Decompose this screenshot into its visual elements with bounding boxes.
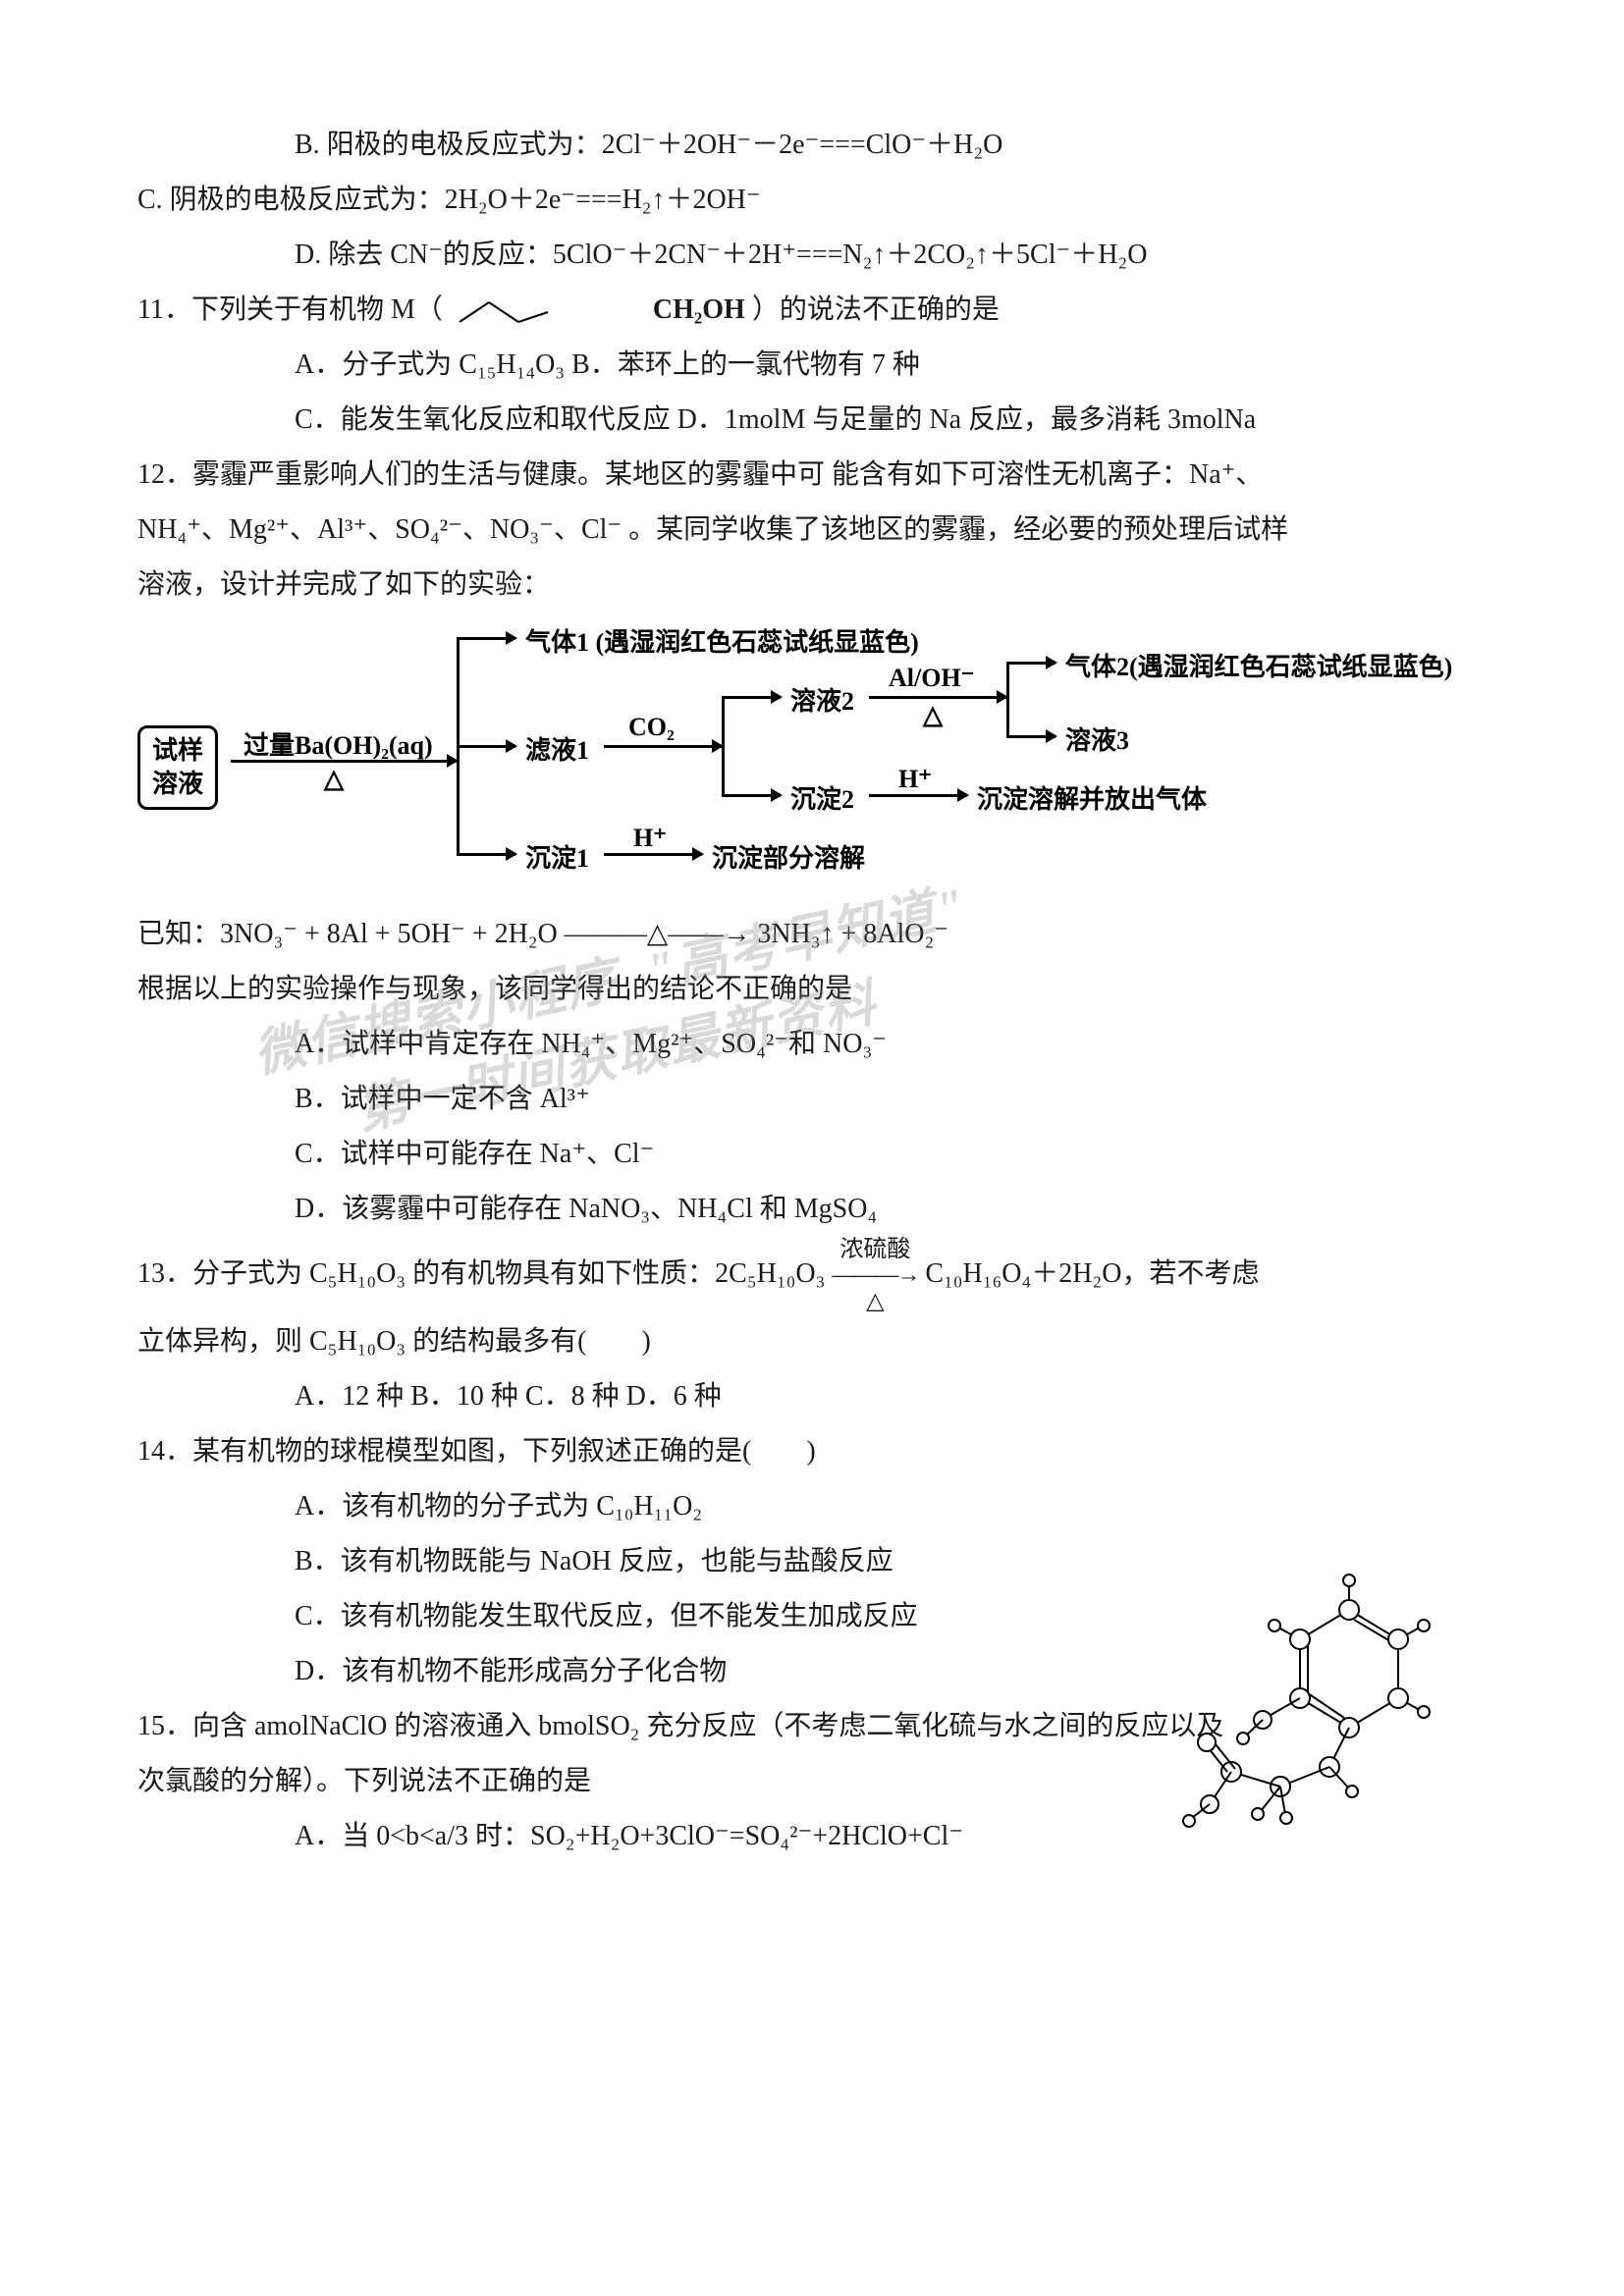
diagram-vsplit3 [1006, 662, 1009, 735]
diagram-filtrate1: 滤液1 [525, 730, 589, 767]
q11-stem-post: ）的说法不正确的是 [752, 294, 1000, 325]
diagram-dissolve-gas: 沉淀溶解并放出气体 [977, 779, 1207, 816]
diagram-arrow-aloh [869, 696, 1006, 699]
q14-optA: A．该有机物的分子式为 C₁₀H₁₁O₂ [137, 1479, 1487, 1534]
q13-arrow-line: ———→ [832, 1262, 918, 1288]
diagram-gas2: 气体2(遇湿润红色石蕊试纸显蓝色) [1065, 647, 1452, 683]
q11-stem: 11．下列关于有机物 M（ CH₂OH ）的说法不正确的是 [137, 283, 1487, 338]
q12-stem3: 溶液，设计并完成了如下的实验： [137, 558, 1487, 613]
diagram-arrow-gas2 [1006, 662, 1056, 665]
diagram-arrow-sol2 [722, 696, 781, 699]
q12-stem2: NH₄⁺、Mg²⁺、Al³⁺、SO₄²⁻、NO₃⁻、Cl⁻ 。某同学收集了该地区… [137, 503, 1487, 558]
diagram-partial: 沉淀部分溶解 [712, 838, 865, 875]
diagram-aloh-bot: △ [923, 701, 943, 730]
diagram-arrow-h1 [604, 853, 702, 856]
q13-arrow: 浓硫酸 ———→ △ [832, 1237, 918, 1314]
q10-optB: B. 阳极的电极反应式为：2Cl⁻＋2OH⁻－2e⁻===ClO⁻＋H₂O [137, 118, 1487, 173]
q12-optC: C．试样中可能存在 Na⁺、Cl⁻ [137, 1127, 1487, 1182]
q13-arrow-top: 浓硫酸 [832, 1237, 918, 1262]
diagram-arrow-co2 [604, 745, 722, 748]
q13-stem-post: C₁₀H₁₆O₄＋2H₂O，若不考虑 [925, 1258, 1259, 1289]
diagram-arrow-h2 [869, 794, 967, 797]
q10-optD: D. 除去 CN⁻的反应：5ClO⁻＋2CN⁻＋2H⁺===N₂↑＋2CO₂↑＋… [137, 228, 1487, 283]
diagram-h2: H⁺ [898, 765, 932, 794]
q12-known: 已知：3NO₃⁻ + 8Al + 5OH⁻ + 2H₂O ———△——→ 3NH… [137, 907, 1487, 962]
q11-optC: C．能发生氧化反应和取代反应 D．1molM 与足量的 Na 反应，最多消耗 3… [137, 393, 1487, 448]
diagram-arrow-filtrate1 [457, 745, 515, 748]
diagram-arrow-precip1 [457, 853, 515, 856]
q11-structure-placeholder [450, 293, 646, 332]
q14-stem: 14．某有机物的球棍模型如图，下列叙述正确的是( ) [137, 1424, 1487, 1479]
diagram-co2: CO₂ [628, 713, 675, 742]
sample-box-text: 试样 溶液 [152, 736, 203, 798]
q10-optC: C. 阴极的电极反应式为：2H₂O＋2e⁻===H₂↑＋2OH⁻ [137, 173, 1487, 228]
q11-optA: A．分子式为 C₁₅H₁₄O₃ B．苯环上的一氯代物有 7 种 [137, 338, 1487, 393]
diagram-aloh-top: Al/OH⁻ [889, 664, 974, 693]
diagram-sol3: 溶液3 [1065, 721, 1129, 757]
diagram-h1: H⁺ [633, 824, 667, 853]
q13-stem-pre: 13．分子式为 C₅H₁₀O₃ 的有机物具有如下性质：2C₅H₁₀O₃ [137, 1258, 825, 1289]
diagram-precip1: 沉淀1 [525, 838, 589, 875]
q13-stem2: 立体异构，则 C₅H₁₀O₃ 的结构最多有( ) [137, 1314, 1487, 1369]
q12-stem1: 12．雾霾严重影响人们的生活与健康。某地区的雾霾中可 能含有如下可溶性无机离子：… [137, 448, 1487, 503]
q14-molecule-figure [1153, 1551, 1467, 1845]
diagram-arrow-sol3 [1006, 735, 1056, 738]
diagram-sol2: 溶液2 [790, 681, 854, 718]
q12-optD: D．该雾霾中可能存在 NaNO₃、NH₄Cl 和 MgSO₄ [137, 1182, 1487, 1237]
q13-arrow-bot: △ [832, 1289, 918, 1314]
diagram-reagent1-top: 过量Ba(OH)₂(aq) [244, 725, 433, 762]
diagram-reagent1-bot: △ [324, 765, 344, 794]
diagram-precip2: 沉淀2 [790, 779, 854, 816]
q13-stem: 13．分子式为 C₅H₁₀O₃ 的有机物具有如下性质：2C₅H₁₀O₃ 浓硫酸 … [137, 1237, 1487, 1314]
diagram-arrow-gas1 [457, 637, 515, 640]
diagram-vsplit2 [722, 696, 725, 794]
diagram-arrow-precip2 [722, 794, 781, 797]
diagram-sample-box: 试样 溶液 [137, 725, 218, 810]
q12-diagram: 试样 溶液 过量Ba(OH)₂(aq) △ 气体1 (遇湿润红色石蕊试纸显蓝色)… [137, 622, 1434, 897]
q11-ch2oh: CH₂OH [653, 294, 745, 325]
q13-opts: A．12 种 B．10 种 C．8 种 D．6 种 [137, 1369, 1487, 1424]
q11-stem-pre: 11．下列关于有机物 M（ [137, 294, 443, 325]
q12-optB: B．试样中一定不含 Al³⁺ [137, 1072, 1487, 1127]
q12-optA: A．试样中肯定存在 NH₄⁺、Mg²⁺、SO₄²⁻和 NO₃⁻ [137, 1017, 1487, 1072]
diagram-gas1: 气体1 (遇湿润红色石蕊试纸显蓝色) [525, 622, 919, 659]
q12-conclude: 根据以上的实验操作与现象，该同学得出的结论不正确的是 [137, 962, 1487, 1017]
